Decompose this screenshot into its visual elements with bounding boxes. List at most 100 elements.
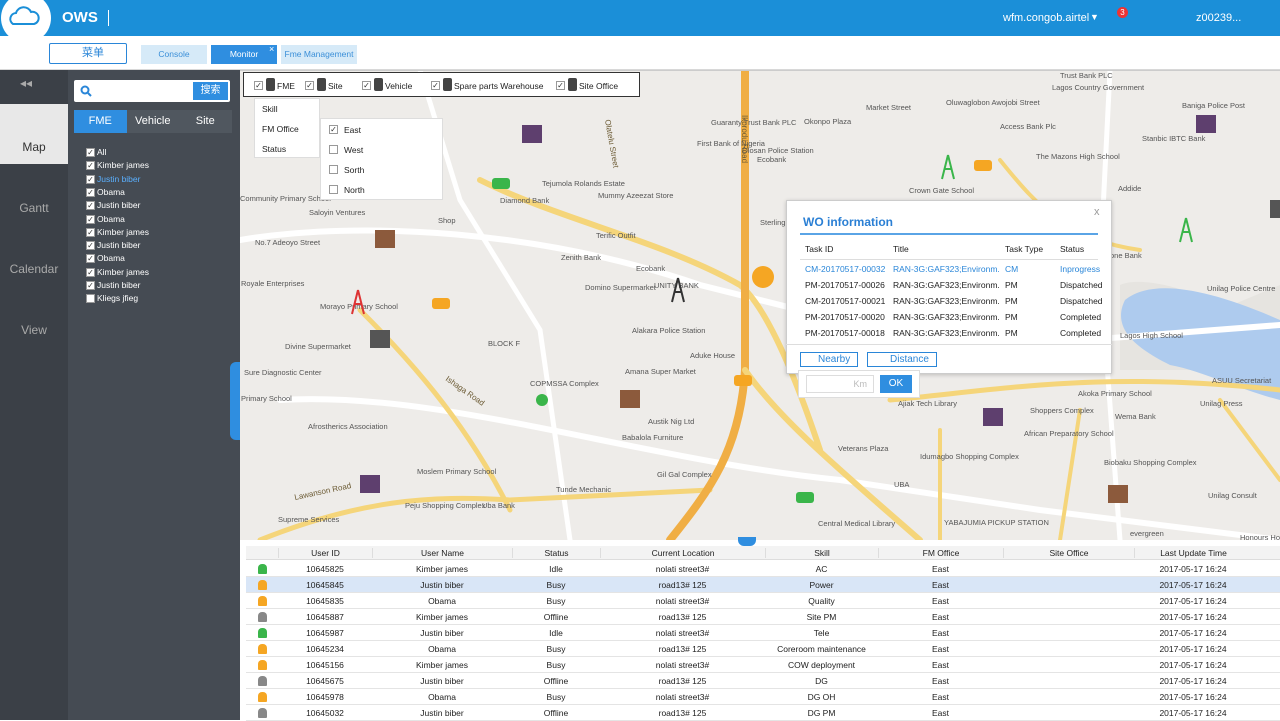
tab[interactable]: Console xyxy=(141,45,207,64)
fme-name[interactable]: All xyxy=(97,147,107,157)
checkbox[interactable]: ✓ xyxy=(86,148,95,157)
checkbox[interactable]: ✓ xyxy=(86,161,95,171)
fme-name[interactable]: Obama xyxy=(97,253,125,264)
wo-cell: PM-20170517-00026 xyxy=(805,280,885,290)
checkbox[interactable] xyxy=(329,185,338,194)
checkbox[interactable]: ✓ xyxy=(86,227,95,237)
fme-name[interactable]: Justin biber xyxy=(97,173,141,184)
filter-icon xyxy=(266,78,275,91)
tab[interactable]: Monitor xyxy=(211,45,277,64)
tab[interactable]: Fme Management xyxy=(281,45,357,64)
filter-label[interactable]: Spare parts Warehouse xyxy=(454,81,544,91)
map-label: Shoppers Complex xyxy=(1030,406,1094,415)
table-row[interactable] xyxy=(246,561,1280,577)
checkbox[interactable] xyxy=(86,294,95,304)
submenu-item[interactable]: FM Office xyxy=(262,124,299,134)
table-header: Last Update Time xyxy=(1134,548,1252,558)
table-row[interactable] xyxy=(246,609,1280,625)
fme-name[interactable]: Justin biber xyxy=(97,200,141,211)
checkbox[interactable]: ✓ xyxy=(556,81,565,90)
office-item[interactable]: West xyxy=(344,145,364,155)
checkbox[interactable]: ✓ xyxy=(362,81,371,90)
filter-label[interactable]: Vehicle xyxy=(385,81,413,91)
collapse[interactable]: ◂◂ xyxy=(20,76,33,90)
checkbox[interactable]: ✓ xyxy=(86,254,95,264)
checkbox[interactable]: ✓ xyxy=(329,125,338,134)
panel-tab[interactable]: Vehicle xyxy=(126,110,179,133)
table-cell: AC xyxy=(815,564,828,574)
wo-cell: RAN-3G:GAF323;Environm... xyxy=(893,312,999,322)
checkbox[interactable]: ✓ xyxy=(86,201,95,211)
checkbox[interactable]: ✓ xyxy=(86,241,95,251)
checkbox[interactable]: ✓ xyxy=(254,81,263,90)
checkbox[interactable]: ✓ xyxy=(86,281,95,290)
filter-label[interactable]: FME xyxy=(277,81,295,91)
checkbox[interactable]: ✓ xyxy=(431,81,440,90)
checkbox[interactable]: ✓ xyxy=(86,174,95,184)
ok-button[interactable]: OK xyxy=(880,375,912,393)
km-input[interactable]: Km xyxy=(806,375,874,393)
map-label: Austik Nig Ltd xyxy=(648,417,694,426)
filter-label[interactable]: Site Office xyxy=(579,81,619,91)
table-row[interactable] xyxy=(246,625,1280,641)
table-row[interactable] xyxy=(246,641,1280,657)
table-toggle[interactable] xyxy=(738,537,756,546)
distance-button[interactable]: Distance xyxy=(867,352,937,367)
checkbox[interactable] xyxy=(329,165,338,174)
map-label: Afrostherics Association xyxy=(308,422,388,431)
nav-item[interactable]: Map xyxy=(22,140,46,154)
wo-close[interactable]: x xyxy=(1094,206,1100,218)
map-label: YABAJUMIA PICKUP STATION xyxy=(944,518,1049,527)
tab-close[interactable]: × xyxy=(269,44,275,54)
table-cell: 2017-05-17 16:24 xyxy=(1159,708,1227,718)
building-icon xyxy=(620,390,640,408)
nav-item[interactable]: View xyxy=(21,323,47,337)
fme-name[interactable]: Kimber james xyxy=(97,226,149,237)
checkbox[interactable] xyxy=(329,145,338,154)
office-item[interactable]: North xyxy=(344,185,365,195)
checkbox[interactable]: ✓ xyxy=(305,81,314,90)
checkbox[interactable]: ✓ xyxy=(86,187,95,197)
table-row[interactable] xyxy=(246,577,1280,593)
filter-label[interactable]: Site xyxy=(328,81,343,91)
panel-toggle[interactable] xyxy=(230,362,240,440)
office-item[interactable]: Sorth xyxy=(344,165,365,175)
table-row[interactable] xyxy=(246,657,1280,673)
panel-tab[interactable]: Site xyxy=(179,110,232,133)
fme-name[interactable]: Kimber james xyxy=(97,266,149,277)
nearby-button[interactable]: Nearby xyxy=(800,352,858,367)
nav-item[interactable]: Gantt xyxy=(19,201,49,215)
fme-name[interactable]: Obama xyxy=(97,186,125,197)
map-label: Diamond Bank xyxy=(500,196,549,205)
fme-name[interactable]: Justin biber xyxy=(97,280,141,290)
checkbox[interactable]: ✓ xyxy=(86,214,95,224)
table-row[interactable] xyxy=(246,673,1280,689)
wo-popup xyxy=(786,200,1112,374)
fme-name[interactable]: Kliegs jfieg xyxy=(97,293,139,304)
table-row[interactable] xyxy=(246,689,1280,705)
table-row[interactable] xyxy=(246,593,1280,609)
dropdown[interactable]: ▼ xyxy=(1090,12,1099,22)
office-item[interactable]: East xyxy=(344,125,362,135)
nav-item[interactable]: Calendar xyxy=(9,262,59,276)
map-label: Oluwaglobon Awojobi Street xyxy=(946,98,1041,107)
wo-cell: CM-20170517-00021 xyxy=(805,296,886,306)
panel-tab[interactable]: FME xyxy=(74,110,127,133)
submenu-item[interactable]: Skill xyxy=(262,104,278,114)
menu-button[interactable]: 菜单 xyxy=(49,43,127,64)
submenu-item[interactable]: Status xyxy=(262,144,287,154)
fme-name[interactable]: Kimber james xyxy=(97,160,149,171)
wo-cell[interactable]: CM-20170517-00032 xyxy=(805,264,886,274)
table-cell: 2017-05-17 16:24 xyxy=(1159,628,1227,638)
table-cell: 10645835 xyxy=(306,596,344,606)
fme-name[interactable]: Obama xyxy=(97,213,125,224)
search-button[interactable]: 搜索 xyxy=(193,82,228,100)
search-box[interactable] xyxy=(74,80,230,102)
table-cell: Offline xyxy=(543,676,569,686)
checkbox[interactable]: ✓ xyxy=(86,267,95,277)
table-cell: 2017-05-17 16:24 xyxy=(1159,692,1227,702)
table-cell: Busy xyxy=(546,660,566,670)
fme-name[interactable]: Justin biber xyxy=(97,240,141,251)
table-cell: Justin biber xyxy=(420,708,464,718)
